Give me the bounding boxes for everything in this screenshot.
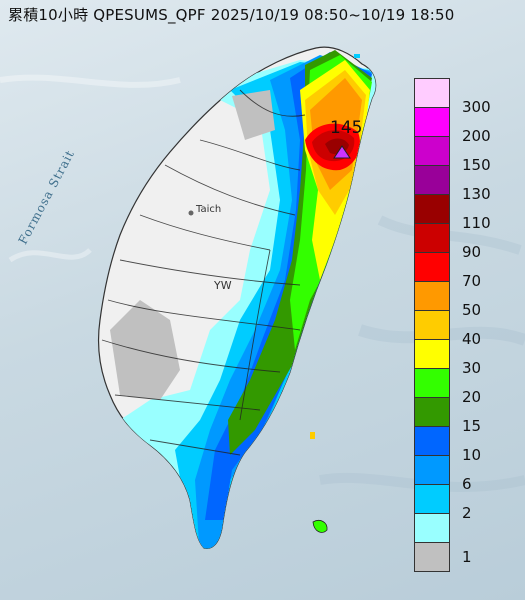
legend-swatch (414, 136, 450, 166)
legend-swatch (414, 165, 450, 195)
legend-label: 50 (462, 301, 482, 319)
legend-swatch (414, 339, 450, 369)
legend-swatch (414, 368, 450, 398)
place-label-yw: YW (214, 279, 232, 292)
legend-swatch (414, 194, 450, 224)
legend-swatch (414, 252, 450, 282)
legend-label: 6 (462, 475, 472, 493)
city-dot-icon (188, 210, 194, 216)
islet-yellow (310, 432, 315, 439)
legend-label: 1 (462, 548, 472, 566)
legend-swatch (414, 484, 450, 514)
legend-bottom-border (414, 571, 450, 572)
legend-label: 2 (462, 504, 472, 522)
legend-swatch (414, 223, 450, 253)
legend-swatch (414, 107, 450, 137)
legend-swatch (414, 542, 450, 572)
legend-label: 150 (462, 156, 491, 174)
legend-label: 300 (462, 98, 491, 116)
legend-swatch (414, 513, 450, 543)
legend-label: 70 (462, 272, 482, 290)
legend-swatch (414, 310, 450, 340)
legend-label: 200 (462, 127, 491, 145)
no-rain-west (110, 300, 180, 400)
county-borders (101, 89, 306, 456)
legend-swatch (414, 281, 450, 311)
islet-green (312, 520, 328, 533)
max-rain-marker-icon (333, 145, 351, 159)
legend-label: 110 (462, 214, 491, 232)
legend-label: 20 (462, 388, 482, 406)
legend-label: 30 (462, 359, 482, 377)
legend-label: 10 (462, 446, 482, 464)
legend-swatch (414, 426, 450, 456)
legend-swatch (414, 397, 450, 427)
map-title: 累積10小時 QPESUMS_QPF 2025/10/19 08:50~10/1… (8, 6, 455, 24)
no-rain-north (232, 90, 275, 140)
legend-swatch (414, 455, 450, 485)
islet-north (354, 54, 360, 58)
legend-label: 15 (462, 417, 482, 435)
max-value-label: 145 (330, 118, 363, 138)
rainfall-fields (110, 50, 376, 549)
legend-label: 130 (462, 185, 491, 203)
legend-label: 40 (462, 330, 482, 348)
legend-swatch (414, 78, 450, 108)
legend-label: 90 (462, 243, 482, 261)
place-label-taich: Taich (196, 204, 222, 215)
